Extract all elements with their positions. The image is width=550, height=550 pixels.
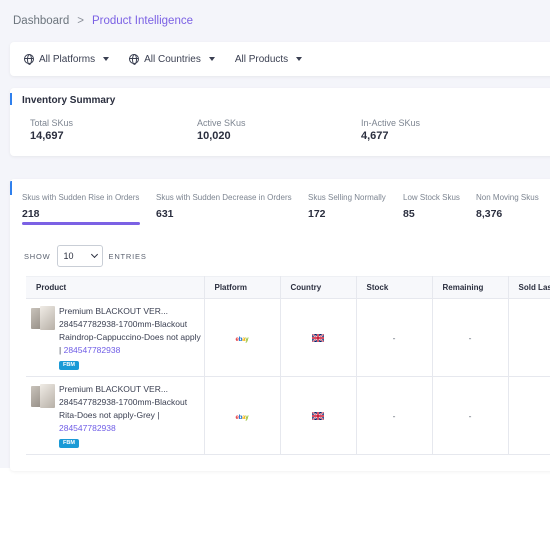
tab-non-moving[interactable]: Non Moving Skus 8,376 [476,193,539,220]
stock-cell: - [356,298,433,377]
country-cell [280,376,357,455]
section-marker [10,181,12,195]
breadcrumb-dashboard-link[interactable]: Dashboard [13,15,70,27]
tab-low-stock[interactable]: Low Stock Skus 85 [403,193,460,220]
active-skus-stat: Active SKus 10,020 [197,118,246,142]
ebay-logo-icon: ebay [235,336,249,343]
stock-cell: - [356,376,433,455]
chevron-down-icon [90,250,98,259]
ebay-logo-icon: ebay [235,414,249,421]
entries-label: ENTRIES [108,251,147,261]
column-header-stock[interactable]: Stock [356,276,433,299]
column-header-sold-last[interactable]: Sold Last [508,276,550,299]
section-marker [10,93,12,105]
remaining-cell: - [432,298,509,377]
stat-label: Total SKus [30,118,74,128]
tab-count: 172 [308,208,326,220]
fbm-badge: FBM [59,361,79,370]
breadcrumb-current: Product Intelligence [91,15,193,27]
column-header-product[interactable]: Product [26,276,205,299]
inventory-summary-card: Inventory Summary Total SKus 14,697 Acti… [10,88,550,156]
uk-flag-icon [312,412,324,421]
country-cell [280,298,357,377]
product-filter-label: All Products [234,53,289,65]
country-filter-label: All Countries [144,53,201,65]
tab-label: Skus with Sudden Rise in Orders [22,193,140,202]
stat-label: In-Active SKus [361,118,421,128]
stat-value: 14,697 [30,130,64,142]
sku-link[interactable]: 284547782938 [59,423,116,433]
active-tab-indicator [22,222,140,225]
show-label: SHOW [24,251,51,261]
entries-control: SHOW 10 ENTRIES [24,245,147,267]
platform-filter-label: All Platforms [39,53,96,65]
entries-per-page-select[interactable]: 10 [56,245,103,267]
sold-last-cell [508,298,550,377]
caret-down-icon [208,57,215,61]
inventory-summary-title: Inventory Summary [22,95,116,106]
remaining-cell: - [432,376,509,455]
table-row: Premium BLACKOUT VER... 284547782938-170… [26,376,550,455]
table-row: Premium BLACKOUT VER... 284547782938-170… [26,298,550,377]
tab-count: 85 [403,208,415,220]
tab-count: 631 [156,208,174,220]
tab-selling-normally[interactable]: Skus Selling Normally 172 [308,193,386,220]
column-header-platform[interactable]: Platform [204,276,281,299]
stat-value: 10,020 [197,130,231,142]
uk-flag-icon [312,334,324,343]
product-description: 284547782938-1700mm-Blackout Rita-Does n… [59,397,188,420]
product-thumbnail[interactable] [31,306,55,330]
inactive-skus-stat: In-Active SKus 4,677 [361,118,420,142]
tab-label: Skus with Sudden Decrease in Orders [156,193,292,202]
product-cell: Premium BLACKOUT VER... 284547782938-170… [26,298,205,377]
product-cell: Premium BLACKOUT VER... 284547782938-170… [26,376,205,455]
product-title[interactable]: Premium BLACKOUT VER... [59,306,168,316]
product-thumbnail[interactable] [31,384,55,408]
tab-label: Low Stock Skus [403,193,460,202]
table-header-row: Product Platform Country Stock Remaining… [26,276,550,299]
caret-down-icon [103,57,110,61]
sku-analysis-card: Skus with Sudden Rise in Orders 218 Skus… [10,179,550,471]
country-filter-dropdown[interactable]: All Countries [129,54,215,65]
total-skus-stat: Total SKus 14,697 [30,118,73,142]
breadcrumb: Dashboard > Product Intelligence [13,15,193,27]
breadcrumb-separator: > [77,15,84,27]
fbm-badge: FBM [59,439,79,448]
tab-sudden-decrease[interactable]: Skus with Sudden Decrease in Orders 631 [156,193,292,220]
tab-count: 218 [22,208,40,220]
stat-label: Active SKus [197,118,246,128]
globe-icon [24,54,34,65]
globe-icon [129,54,140,65]
entries-select-value: 10 [63,251,74,261]
stat-value: 4,677 [361,130,389,142]
product-filter-dropdown[interactable]: All Products [234,53,303,65]
sku-link[interactable]: 284547782938 [63,345,121,355]
sku-table: Product Platform Country Stock Remaining… [26,276,550,455]
filter-bar: All Platforms All Countries All Products [10,42,550,76]
tab-label: Skus Selling Normally [308,193,386,202]
sold-last-cell [508,376,550,455]
caret-down-icon [296,57,303,61]
platform-filter-dropdown[interactable]: All Platforms [24,53,110,65]
tab-count: 8,376 [476,208,503,220]
column-header-remaining[interactable]: Remaining [432,276,509,299]
tab-sudden-rise[interactable]: Skus with Sudden Rise in Orders 218 [22,193,139,220]
column-header-country[interactable]: Country [280,276,357,299]
page-footer-area [0,468,550,550]
product-title[interactable]: Premium BLACKOUT VER... [59,384,168,394]
platform-cell: ebay [204,376,281,455]
tab-label: Non Moving Skus [476,193,539,202]
platform-cell: ebay [204,298,281,377]
